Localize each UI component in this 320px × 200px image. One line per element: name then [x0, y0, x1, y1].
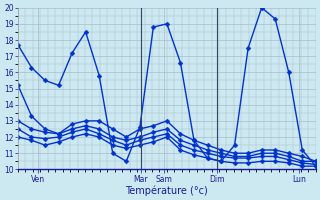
X-axis label: Température (°c): Température (°c) [125, 185, 208, 196]
